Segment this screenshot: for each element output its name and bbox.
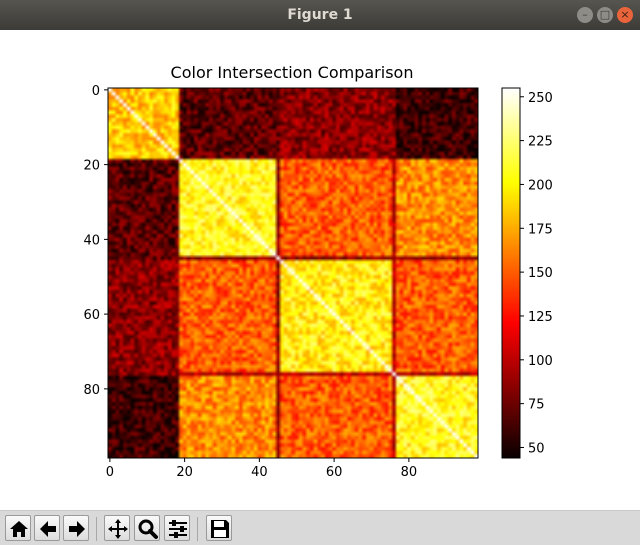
colorbar-axis: 50 75 100 125 150 175 200 225 250: [520, 91, 553, 456]
figure-canvas[interactable]: Color Intersection Comparison 0 20 40 60 80 …: [0, 30, 640, 510]
y-tick-label: 40: [83, 233, 100, 248]
y-tick-label: 0: [92, 84, 100, 99]
colorbar-tick-label: 200: [528, 178, 553, 193]
y-tick-label: 80: [83, 383, 100, 398]
x-tick-label: 60: [326, 465, 343, 480]
window-title: Figure 1: [287, 7, 353, 23]
forward-button[interactable]: [63, 515, 89, 541]
navigation-toolbar: [0, 510, 640, 545]
colorbar-tick-label: 50: [528, 441, 545, 456]
chart-title: Color Intersection Comparison: [171, 63, 414, 82]
close-icon: ×: [620, 8, 630, 21]
forward-arrow-icon: [69, 521, 85, 537]
minimize-icon: –: [582, 8, 588, 21]
sliders-icon: [169, 520, 187, 538]
y-tick-label: 60: [83, 308, 100, 323]
heatmap-chart: Color Intersection Comparison 0 20 40 60 80 …: [83, 63, 553, 480]
home-button[interactable]: [5, 515, 31, 541]
y-tick-label: 20: [83, 159, 100, 174]
save-button[interactable]: [206, 515, 232, 541]
colorbar-tick-label: 150: [528, 266, 553, 281]
colorbar-tick-label: 225: [528, 135, 553, 150]
zoom-icon: [138, 519, 158, 539]
colorbar-tick-label: 125: [528, 310, 553, 325]
toolbar-separator: [197, 517, 198, 541]
back-button[interactable]: [34, 515, 60, 541]
heatmap-image: [108, 88, 478, 458]
x-tick-label: 0: [106, 465, 114, 480]
close-button[interactable]: ×: [617, 7, 633, 23]
toolbar-separator: [96, 517, 97, 541]
colorbar-image: [502, 88, 520, 458]
x-axis: 0 20 40 60 80: [106, 458, 417, 480]
back-arrow-icon: [40, 521, 56, 537]
colorbar-frame: [501, 87, 521, 459]
maximize-button[interactable]: □: [597, 7, 613, 23]
window-titlebar: Figure 1 – □ ×: [0, 0, 640, 30]
colorbar-tick-label: 250: [528, 91, 553, 106]
save-icon: [211, 520, 229, 538]
colorbar-tick-label: 75: [528, 398, 545, 413]
maximize-icon: □: [599, 8, 611, 21]
x-tick-label: 80: [401, 465, 418, 480]
plot-frame: [107, 87, 479, 459]
y-axis: 0 20 40 60 80: [83, 84, 108, 398]
zoom-button[interactable]: [134, 515, 160, 541]
configure-button[interactable]: [164, 515, 190, 541]
colorbar-tick-label: 100: [528, 354, 553, 369]
minimize-button[interactable]: –: [577, 7, 593, 23]
pan-button[interactable]: [104, 515, 130, 541]
move-icon: [108, 519, 128, 539]
home-icon: [10, 521, 28, 537]
colorbar-tick-label: 175: [528, 222, 553, 237]
x-tick-label: 40: [251, 465, 268, 480]
x-tick-label: 20: [176, 465, 193, 480]
